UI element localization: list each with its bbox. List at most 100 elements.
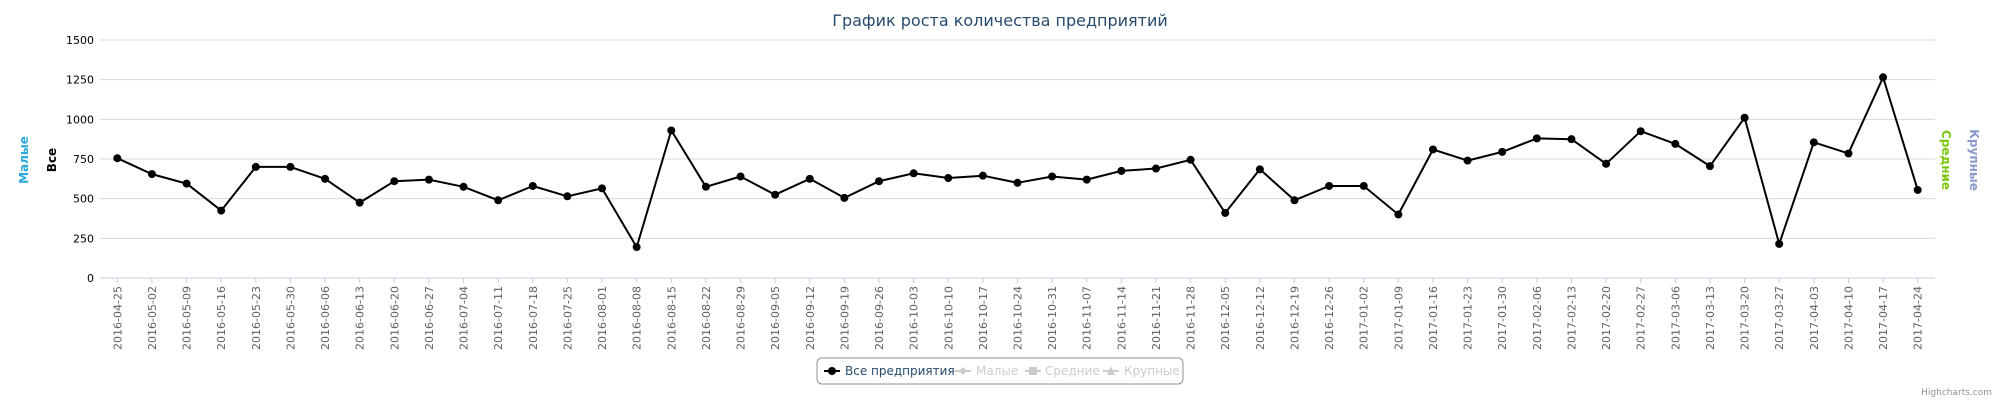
- x-tick-label: 2016-05-16: [215, 286, 228, 350]
- x-tick-label: 2016-10-10: [942, 286, 955, 350]
- data-point[interactable]: [1671, 139, 1680, 148]
- x-tick-label: 2016-11-07: [1081, 286, 1094, 350]
- data-point[interactable]: [1290, 196, 1299, 205]
- data-point[interactable]: [1151, 164, 1160, 173]
- data-point[interactable]: [1013, 178, 1022, 187]
- chart-title: График роста количества предприятий: [832, 11, 1168, 30]
- x-tick-label: 2017-01-16: [1427, 286, 1440, 350]
- data-point[interactable]: [598, 184, 607, 193]
- data-point[interactable]: [1498, 147, 1507, 156]
- legend-item-large[interactable]: Крупные: [1103, 364, 1180, 378]
- data-point[interactable]: [1463, 156, 1472, 165]
- data-point[interactable]: [390, 177, 399, 186]
- x-tick-label: 2017-02-27: [1635, 286, 1648, 350]
- data-point[interactable]: [1394, 210, 1403, 219]
- data-point[interactable]: [355, 198, 364, 207]
- x-tick-label: 2016-10-24: [1012, 286, 1025, 350]
- data-point[interactable]: [1082, 175, 1091, 184]
- x-tick-label: 2016-08-01: [596, 286, 609, 350]
- x-tick-label: 2017-02-13: [1565, 286, 1578, 350]
- credits-link[interactable]: Highcharts.com: [1921, 388, 1992, 398]
- x-tick-label: 2016-10-17: [977, 286, 990, 350]
- x-tick-label: 2017-04-17: [1877, 286, 1890, 350]
- x-tick-label: 2017-02-20: [1600, 286, 1613, 350]
- data-point[interactable]: [1255, 165, 1264, 174]
- diamond-marker-icon: [959, 367, 967, 375]
- data-point[interactable]: [771, 190, 780, 199]
- data-point[interactable]: [1740, 113, 1749, 122]
- legend-label-medium: Средние: [1045, 364, 1100, 378]
- data-point[interactable]: [494, 196, 503, 205]
- data-point[interactable]: [182, 179, 191, 188]
- x-tick-label: 2016-11-28: [1185, 286, 1198, 350]
- data-point[interactable]: [1567, 135, 1576, 144]
- series-all-enterprises: [113, 73, 1922, 252]
- data-point[interactable]: [978, 171, 987, 180]
- x-tick-label: 2017-03-20: [1739, 286, 1752, 350]
- data-point[interactable]: [909, 169, 918, 178]
- grid-lines: [100, 39, 1935, 279]
- x-tick-label: 2016-06-13: [354, 286, 367, 350]
- data-point[interactable]: [1913, 185, 1922, 194]
- data-point[interactable]: [424, 175, 433, 184]
- data-point[interactable]: [875, 177, 884, 186]
- data-point[interactable]: [1844, 149, 1853, 158]
- data-point[interactable]: [1775, 239, 1784, 248]
- data-point[interactable]: [1117, 166, 1126, 175]
- x-tick-label: 2016-11-21: [1150, 286, 1163, 350]
- data-point[interactable]: [113, 154, 122, 163]
- x-tick-label: 2016-08-15: [665, 286, 678, 350]
- x-tick-label: 2017-01-09: [1392, 286, 1405, 350]
- x-tick-label: 2016-05-30: [284, 286, 297, 350]
- data-point[interactable]: [1428, 145, 1437, 154]
- data-point[interactable]: [147, 170, 156, 179]
- y-tick-label: 1500: [66, 34, 94, 47]
- y-tick-label: 750: [73, 153, 94, 166]
- x-tick-label: 2017-01-30: [1496, 286, 1509, 350]
- data-point[interactable]: [251, 162, 260, 171]
- x-tick-label: 2016-08-08: [631, 286, 644, 350]
- data-point[interactable]: [1879, 73, 1888, 82]
- data-point[interactable]: [840, 193, 849, 202]
- x-tick-label: 2016-04-25: [111, 286, 124, 350]
- data-point[interactable]: [1048, 172, 1057, 181]
- x-tick-label: 2017-03-27: [1773, 286, 1786, 350]
- data-point[interactable]: [286, 162, 295, 171]
- x-tick-label: 2016-09-26: [873, 286, 886, 350]
- legend-item-medium[interactable]: Средние: [1025, 364, 1100, 378]
- y-tick-label: 1000: [66, 113, 94, 126]
- data-point[interactable]: [1636, 127, 1645, 136]
- legend-item-small[interactable]: Малые: [955, 364, 1018, 378]
- x-tick-label: 2016-11-14: [1115, 286, 1128, 350]
- data-point[interactable]: [1602, 159, 1611, 168]
- data-point[interactable]: [1705, 162, 1714, 171]
- data-point[interactable]: [701, 182, 710, 191]
- data-point[interactable]: [944, 174, 953, 183]
- data-point[interactable]: [805, 174, 814, 183]
- data-point[interactable]: [1532, 134, 1541, 143]
- data-point[interactable]: [736, 172, 745, 181]
- data-point[interactable]: [459, 182, 468, 191]
- data-point[interactable]: [217, 206, 226, 215]
- x-tick-label: 2016-09-12: [804, 286, 817, 350]
- x-tick-label: 2016-07-04: [458, 286, 471, 350]
- data-point[interactable]: [1809, 138, 1818, 147]
- data-point[interactable]: [1325, 181, 1334, 190]
- data-point[interactable]: [1186, 155, 1195, 164]
- data-point[interactable]: [1221, 208, 1230, 217]
- legend-box: [816, 357, 1184, 385]
- data-point[interactable]: [632, 243, 641, 252]
- data-point[interactable]: [321, 174, 330, 183]
- legend-item-all[interactable]: Все предприятия: [824, 364, 955, 378]
- data-point[interactable]: [563, 192, 572, 201]
- y-tick-label: 250: [73, 232, 94, 245]
- data-point[interactable]: [667, 126, 676, 135]
- data-point[interactable]: [528, 181, 537, 190]
- triangle-marker-icon: [1107, 366, 1115, 375]
- data-point[interactable]: [1359, 181, 1368, 190]
- x-tick-label: 2016-10-31: [1046, 286, 1059, 350]
- x-tick-label: 2017-03-06: [1669, 286, 1682, 350]
- x-tick-label: 2016-06-27: [423, 286, 436, 350]
- x-tick-label: 2016-05-23: [250, 286, 263, 350]
